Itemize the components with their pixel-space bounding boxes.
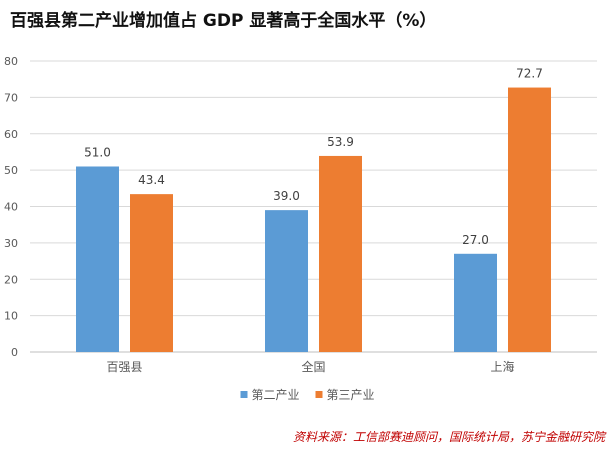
bar: [508, 87, 551, 353]
bar: [319, 155, 362, 352]
y-tick-label: 80: [4, 55, 18, 68]
y-tick-label: 60: [4, 128, 18, 141]
x-tick-label: 全国: [301, 359, 325, 374]
data-label: 72.7: [516, 67, 543, 81]
x-tick-label: 百强县: [106, 360, 142, 374]
y-tick-label: 20: [4, 273, 18, 286]
y-tick-label: 50: [4, 164, 18, 177]
legend-label: 第三产业: [327, 388, 375, 402]
y-tick-label: 40: [4, 201, 18, 214]
y-tick-label: 10: [4, 310, 18, 323]
bar: [265, 210, 308, 352]
data-label: 53.9: [327, 135, 354, 149]
data-label: 27.0: [462, 233, 489, 247]
x-tick-label: 上海: [490, 359, 514, 374]
legend-label: 第二产业: [252, 388, 300, 402]
chart-title: 百强县第二产业增加值占 GDP 显著高于全国水平（%）: [10, 11, 437, 31]
y-tick-label: 30: [4, 237, 18, 250]
bar: [454, 253, 497, 352]
data-label: 39.0: [273, 189, 300, 203]
y-tick-label: 70: [4, 91, 18, 104]
legend-swatch: [240, 391, 248, 398]
bar: [76, 166, 119, 352]
legend-swatch: [315, 391, 323, 398]
data-label: 43.4: [138, 173, 165, 187]
source-note: 资料来源：工信部赛迪顾问，国际统计局，苏宁金融研究院: [292, 430, 605, 444]
y-tick-label: 0: [11, 346, 18, 359]
data-label: 51.0: [84, 145, 111, 159]
bar: [130, 194, 173, 352]
